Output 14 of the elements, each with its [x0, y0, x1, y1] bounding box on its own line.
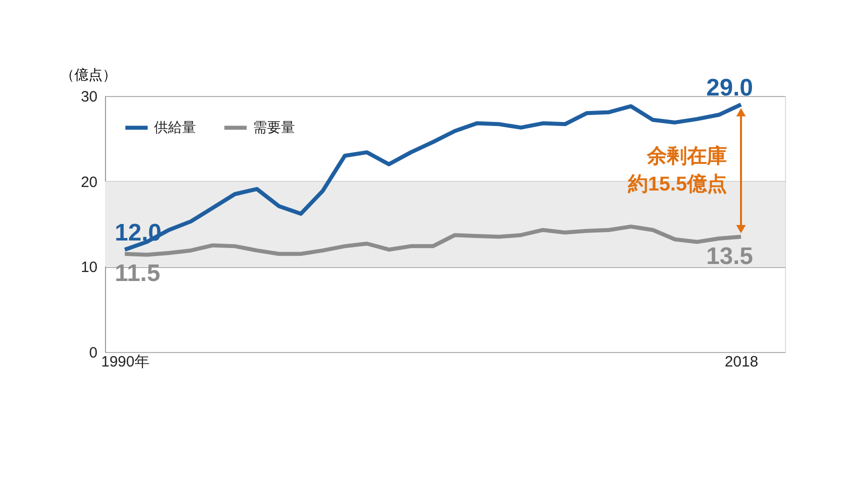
legend-label: 需要量: [253, 118, 295, 135]
y-axis-title: （億点）: [60, 66, 116, 82]
data-label: 11.5: [114, 260, 160, 287]
legend-label: 供給量: [154, 118, 196, 135]
y-tick-label: 10: [80, 259, 98, 276]
y-tick-label: 20: [80, 174, 98, 191]
x-tick-label: 2018: [724, 354, 758, 370]
y-tick-label: 0: [89, 344, 98, 362]
data-label: 13.5: [706, 242, 753, 270]
annotation: 約15.5億点: [627, 172, 727, 196]
y-tick-label: 30: [80, 88, 98, 106]
x-tick-label: 1990年: [101, 354, 150, 370]
annotation: 余剰在庫: [646, 144, 727, 168]
data-label: 29.0: [706, 74, 753, 102]
